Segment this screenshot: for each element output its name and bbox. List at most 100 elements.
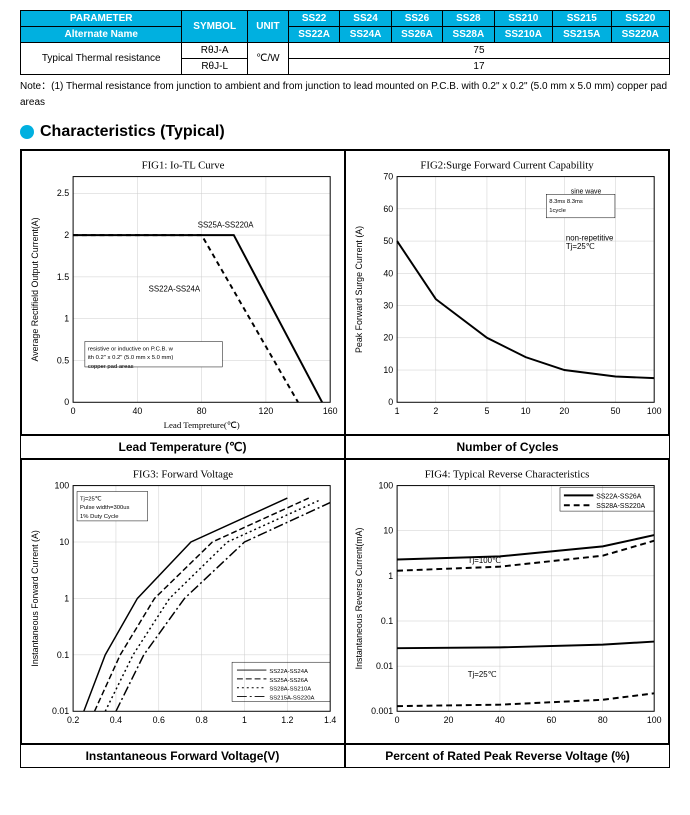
svg-text:120: 120 (259, 406, 274, 416)
svg-text:Pulse width=300us: Pulse width=300us (80, 505, 130, 511)
svg-text:SS22A-SS24A: SS22A-SS24A (269, 669, 308, 675)
part-1: SS24 (340, 11, 391, 27)
svg-text:Tj=25℃: Tj=25℃ (566, 242, 595, 251)
svg-text:60: 60 (546, 715, 556, 725)
svg-text:1.4: 1.4 (324, 715, 336, 725)
svg-text:Tj=25℃: Tj=25℃ (80, 496, 102, 502)
svg-text:Instantaneous Forward Current: Instantaneous Forward Current (A) (30, 530, 40, 666)
svg-text:0: 0 (395, 715, 400, 725)
svg-text:Tj=100℃: Tj=100℃ (468, 556, 501, 565)
charts-grid: FIG1: Io-TL CurveAverage Rectifield Outp… (20, 149, 670, 436)
sym2: RθJ-L (182, 59, 247, 75)
part-0: SS22 (288, 11, 339, 27)
fig3-cell: FIG3: Forward VoltageInstantaneous Forwa… (21, 459, 345, 744)
alt-5: SS215A (553, 27, 611, 43)
unit: ℃/W (247, 43, 288, 75)
svg-text:1.2: 1.2 (281, 715, 293, 725)
fig1-cell: FIG1: Io-TL CurveAverage Rectifield Outp… (21, 150, 345, 435)
svg-text:0.4: 0.4 (110, 715, 122, 725)
svg-text:1: 1 (64, 314, 69, 324)
svg-text:100: 100 (378, 480, 393, 490)
svg-text:FIG2:Surge Forward Current Cap: FIG2:Surge Forward Current Capability (420, 160, 594, 172)
svg-text:2: 2 (64, 230, 69, 240)
svg-text:0: 0 (388, 397, 393, 407)
svg-text:80: 80 (197, 406, 207, 416)
svg-text:40: 40 (383, 268, 393, 278)
fig4-cell: FIG4: Typical Reverse CharacteristicsIns… (345, 459, 669, 744)
sym1: RθJ-A (182, 43, 247, 59)
svg-text:0: 0 (64, 397, 69, 407)
alt-6: SS220A (611, 27, 670, 43)
hdr-unit: UNIT (247, 11, 288, 43)
svg-text:SS22A-SS26A: SS22A-SS26A (596, 493, 641, 500)
svg-text:2: 2 (433, 406, 438, 416)
svg-text:2.5: 2.5 (57, 188, 69, 198)
svg-text:100: 100 (647, 406, 662, 416)
svg-text:1: 1 (64, 593, 69, 603)
alt-0: SS22A (288, 27, 339, 43)
svg-text:0.2: 0.2 (67, 715, 79, 725)
svg-text:1.5: 1.5 (57, 272, 69, 282)
hdr-symbol: SYMBOL (182, 11, 247, 43)
part-5: SS215 (553, 11, 611, 27)
fig2-cell: FIG2:Surge Forward Current Capability Pea… (345, 150, 669, 435)
svg-text:50: 50 (383, 236, 393, 246)
part-4: SS210 (494, 11, 552, 27)
svg-text:Average Rectifield Output Curr: Average Rectifield Output Current(A) (30, 217, 40, 361)
fig2-xtitle: Number of Cycles (345, 436, 670, 459)
svg-text:1: 1 (395, 406, 400, 416)
svg-text:80: 80 (598, 715, 608, 725)
svg-text:160: 160 (323, 406, 338, 416)
svg-text:0: 0 (71, 406, 76, 416)
svg-text:0.1: 0.1 (381, 616, 393, 626)
row-param: Typical Thermal resistance (21, 43, 182, 75)
svg-text:1: 1 (388, 571, 393, 581)
fig4-xtitle: Percent of Rated Peak Reverse Voltage (%… (345, 745, 670, 768)
val2: 17 (288, 59, 669, 75)
svg-text:SS25A-SS26A: SS25A-SS26A (269, 678, 308, 684)
svg-text:0.5: 0.5 (57, 355, 69, 365)
hdr-altname: Alternate Name (21, 27, 182, 43)
svg-text:0.001: 0.001 (371, 706, 393, 716)
svg-text:FIG4: Typical Reverse Characte: FIG4: Typical Reverse Characteristics (425, 468, 590, 480)
table-note: Note：(1) Thermal resistance from junctio… (20, 79, 670, 111)
alt-2: SS26A (391, 27, 442, 43)
svg-text:ith 0.2" x 0.2" (5.0 mm x 5.0: ith 0.2" x 0.2" (5.0 mm x 5.0 mm) (88, 355, 174, 361)
alt-4: SS210A (494, 27, 552, 43)
fig1-xtitle: Lead Temperature (℃) (20, 436, 345, 459)
svg-text:0.01: 0.01 (376, 661, 393, 671)
svg-text:60: 60 (383, 204, 393, 214)
svg-text:copper pad areas: copper pad areas (88, 364, 134, 370)
svg-text:0.01: 0.01 (52, 706, 69, 716)
section-header: Characteristics (Typical) (20, 123, 670, 141)
svg-text:SS22A-SS24A: SS22A-SS24A (149, 284, 201, 293)
fig3-xtitle: Instantaneous Forward Voltage(V) (20, 745, 345, 768)
svg-text:Peak Forward Surge Current (A): Peak Forward Surge Current (A) (354, 226, 364, 353)
svg-text:non-repetitive: non-repetitive (566, 233, 614, 242)
svg-text:5: 5 (484, 406, 489, 416)
svg-text:10: 10 (59, 537, 69, 547)
section-title: Characteristics (Typical) (40, 123, 225, 141)
svg-text:SS215A-SS220A: SS215A-SS220A (269, 695, 314, 701)
svg-text:100: 100 (54, 480, 69, 490)
part-6: SS220 (611, 11, 670, 27)
bullet-icon (20, 125, 34, 139)
svg-text:0.8: 0.8 (196, 715, 208, 725)
svg-text:30: 30 (383, 300, 393, 310)
svg-text:20: 20 (444, 715, 454, 725)
svg-text:SS25A-SS220A: SS25A-SS220A (198, 221, 255, 230)
hdr-parameter: PARAMETER (21, 11, 182, 27)
svg-text:SS28A-SS210A: SS28A-SS210A (269, 686, 311, 692)
svg-text:0.1: 0.1 (57, 650, 69, 660)
svg-text:20: 20 (559, 406, 569, 416)
svg-text:SS28A-SS220A: SS28A-SS220A (596, 503, 645, 510)
svg-text:Tj=25℃: Tj=25℃ (468, 670, 497, 679)
svg-text:40: 40 (495, 715, 505, 725)
svg-text:50: 50 (611, 406, 621, 416)
svg-text:10: 10 (521, 406, 531, 416)
svg-text:10: 10 (383, 365, 393, 375)
svg-text:0.6: 0.6 (153, 715, 165, 725)
svg-text:10: 10 (383, 525, 393, 535)
svg-text:20: 20 (383, 333, 393, 343)
alt-3: SS28A (443, 27, 494, 43)
